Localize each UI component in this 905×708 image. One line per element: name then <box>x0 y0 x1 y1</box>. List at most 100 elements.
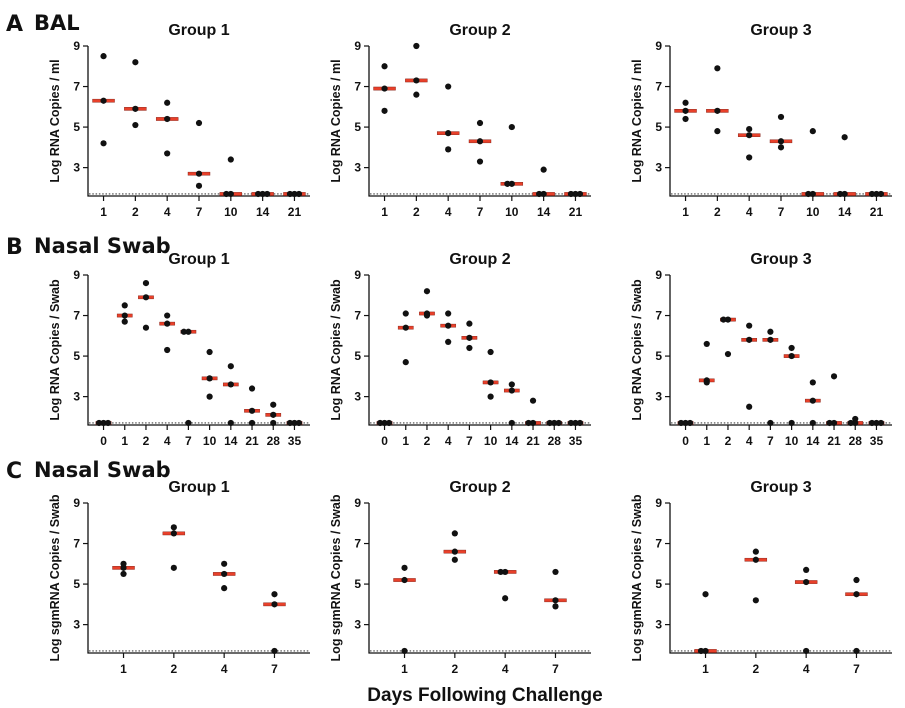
data-point <box>100 97 107 104</box>
data-point <box>221 585 228 592</box>
data-point <box>703 340 710 348</box>
x-tick-label: 21 <box>288 205 302 219</box>
data-point <box>702 591 709 598</box>
x-tick-label: 10 <box>484 434 498 448</box>
x-tick-label: 1 <box>402 434 409 448</box>
x-tick-label: 21 <box>526 434 540 448</box>
data-point <box>502 568 509 576</box>
panel-letter-b: B <box>6 235 23 260</box>
data-point <box>487 379 494 386</box>
data-point <box>121 318 128 325</box>
data-point <box>100 140 107 147</box>
data-point <box>853 647 860 655</box>
data-point <box>752 597 759 604</box>
data-point <box>195 119 203 127</box>
x-tick-label: 7 <box>466 434 473 448</box>
y-tick-label: 9 <box>354 39 361 53</box>
data-point <box>476 138 484 145</box>
x-tick-label: 35 <box>870 434 884 448</box>
x-tick-label: 2 <box>132 205 139 219</box>
chart-panel: Group 1 Log sgmRNA Copies / Swab 3 5 7 9 1 2 4 7 <box>48 479 310 676</box>
data-point <box>476 158 484 165</box>
x-tick-label: 2 <box>143 434 150 448</box>
data-point <box>497 568 504 576</box>
data-point <box>142 280 150 287</box>
y-tick-label: 3 <box>73 161 80 175</box>
data-point <box>830 373 838 380</box>
data-point <box>291 419 298 427</box>
data-point <box>270 411 277 418</box>
data-point <box>164 320 171 327</box>
x-tick-label: 2 <box>752 662 759 676</box>
data-point <box>805 190 812 198</box>
data-point <box>227 190 234 198</box>
data-point <box>286 190 294 198</box>
x-axis-label: Days Following Challenge <box>367 685 602 706</box>
data-point <box>120 564 127 571</box>
data-point <box>466 320 473 327</box>
data-point <box>164 150 171 157</box>
x-tick-label: 21 <box>245 434 259 448</box>
data-point <box>381 107 388 114</box>
data-point <box>381 419 388 427</box>
data-point <box>809 379 816 386</box>
x-tick-label: 4 <box>221 662 228 676</box>
data-point <box>809 128 816 135</box>
data-point <box>552 603 559 610</box>
data-point <box>714 107 721 114</box>
x-tick-label: 4 <box>502 662 509 676</box>
x-tick-label: 10 <box>806 205 820 219</box>
y-axis-label: Log sgmRNA Copies / Swab <box>329 494 343 661</box>
data-point <box>529 419 537 427</box>
y-tick-label: 7 <box>354 80 361 94</box>
data-point <box>830 419 838 427</box>
data-point <box>555 419 562 427</box>
y-tick-label: 9 <box>73 496 80 510</box>
data-point <box>873 190 880 198</box>
data-point <box>170 524 177 531</box>
chart-panel: Group 3 Log RNA Copies / ml 3 5 7 9 1 2 4 7 10 14 21 <box>630 22 892 219</box>
data-point <box>248 385 256 392</box>
data-point <box>525 419 532 427</box>
data-point <box>271 601 278 608</box>
y-tick-label: 3 <box>354 618 361 632</box>
x-tick-label: 10 <box>785 434 799 448</box>
data-point <box>502 595 509 602</box>
x-tick-label: 7 <box>778 205 785 219</box>
data-point <box>540 166 547 173</box>
data-point <box>504 180 511 187</box>
data-point <box>572 190 579 198</box>
y-axis-label: Log RNA Copies / Swab <box>329 279 343 421</box>
data-point <box>259 190 266 198</box>
x-tick-label: 14 <box>806 434 820 448</box>
data-point <box>286 419 294 427</box>
x-tick-label: 2 <box>413 205 420 219</box>
data-point <box>120 570 127 578</box>
x-tick-label: 4 <box>746 205 753 219</box>
data-point <box>508 123 515 131</box>
data-point <box>445 130 452 137</box>
data-point <box>381 63 388 70</box>
chart-title: Group 3 <box>750 22 811 39</box>
data-point <box>227 363 234 370</box>
data-point <box>508 387 515 394</box>
data-point <box>868 419 876 427</box>
data-point <box>185 419 192 427</box>
x-tick-label: 4 <box>803 662 810 676</box>
data-point <box>164 99 171 106</box>
y-tick-label: 3 <box>354 161 361 175</box>
data-point <box>809 397 816 404</box>
data-point <box>195 170 203 177</box>
x-tick-label: 28 <box>849 434 863 448</box>
data-point <box>271 647 278 655</box>
x-tick-label: 7 <box>767 434 774 448</box>
y-tick-label: 9 <box>655 268 662 282</box>
data-point <box>546 419 553 427</box>
data-point <box>540 190 547 198</box>
data-point <box>837 190 844 198</box>
data-point <box>487 348 494 356</box>
data-point <box>767 419 774 427</box>
